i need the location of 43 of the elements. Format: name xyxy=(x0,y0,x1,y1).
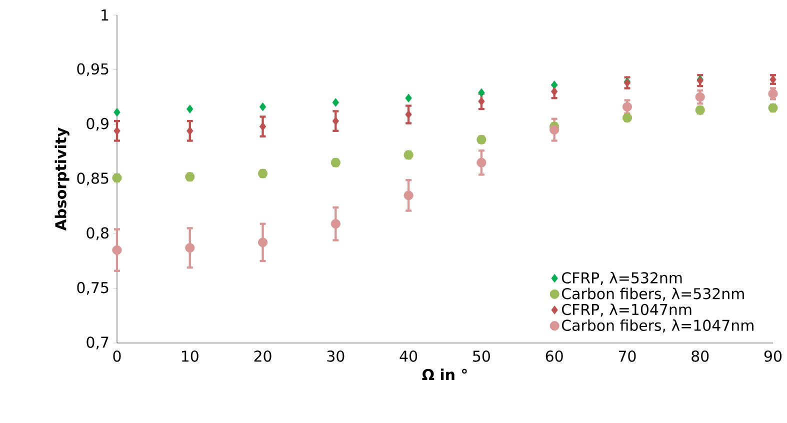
legend-label: Carbon fibers, λ=532nm xyxy=(562,288,744,301)
point xyxy=(550,87,558,96)
x-axis-title: Ω in ° xyxy=(422,368,467,380)
x-tick-label: 80 xyxy=(692,350,709,362)
x-tick-label: 20 xyxy=(254,350,272,362)
y-tick-label: 0,85 xyxy=(77,172,108,186)
point xyxy=(695,92,705,102)
x-tick-label: 10 xyxy=(182,350,198,362)
legend-label: Carbon fibers, λ=1047nm xyxy=(562,319,754,332)
y-tick-label: 1 xyxy=(102,10,108,20)
point xyxy=(332,98,340,107)
point xyxy=(330,219,340,229)
point xyxy=(112,173,122,183)
x-tick-label: 40 xyxy=(400,350,418,362)
point xyxy=(550,80,558,90)
y-tick-label: 0,75 xyxy=(77,282,108,295)
x-tick-label: 50 xyxy=(473,350,490,362)
point xyxy=(405,94,412,102)
point xyxy=(550,125,560,135)
x-tick-label: 30 xyxy=(327,350,344,362)
legend-label: CFRP, λ=532nm xyxy=(562,272,682,285)
point xyxy=(404,190,414,200)
point xyxy=(258,238,268,248)
y-axis-title: Absorptivity xyxy=(54,128,70,231)
x-tick-label: 70 xyxy=(618,350,636,362)
y-tick-label: 0,8 xyxy=(86,227,108,240)
point xyxy=(622,102,632,112)
point xyxy=(112,245,122,255)
x-tick-label: 90 xyxy=(764,350,782,362)
x-tick-label: 0 xyxy=(113,350,121,362)
y-tick-label: 0,7 xyxy=(86,336,108,350)
point xyxy=(332,116,340,126)
point xyxy=(476,158,486,168)
y-tick-label: 0,9 xyxy=(86,118,108,131)
point xyxy=(259,102,266,112)
y-tick-label: 0,95 xyxy=(77,63,108,76)
point xyxy=(478,88,485,98)
point xyxy=(186,104,194,114)
point xyxy=(114,108,120,117)
legend-label: CFRP, λ=1047nm xyxy=(562,304,692,317)
point xyxy=(259,122,266,131)
point xyxy=(185,243,195,253)
x-tick-label: 60 xyxy=(546,350,563,362)
